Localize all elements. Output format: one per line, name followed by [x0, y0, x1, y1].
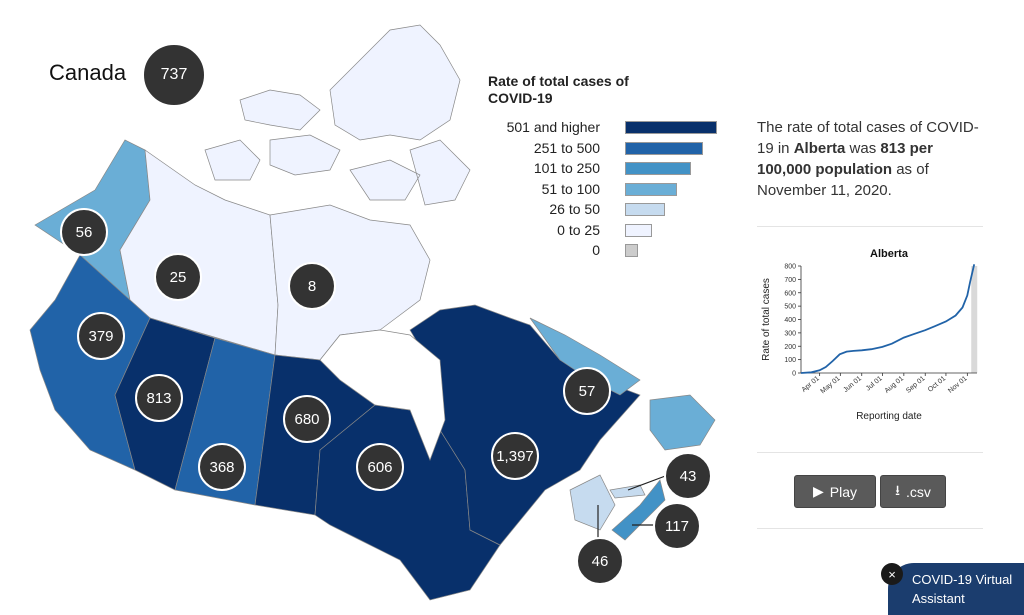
rate-bubble-ON[interactable]: 606 [356, 443, 404, 491]
rate-bubble-NT[interactable]: 25 [154, 253, 202, 301]
legend-item: 101 to 250 [488, 159, 728, 179]
rate-bubble-NU[interactable]: 8 [288, 262, 336, 310]
rate-bubble-AB[interactable]: 813 [135, 374, 183, 422]
y-tick-label: 600 [784, 290, 796, 297]
rate-bubble-NS[interactable]: 117 [653, 502, 701, 550]
region-PE[interactable] [609, 484, 646, 499]
rate-bubble-YT[interactable]: 56 [60, 208, 108, 256]
y-tick-label: 400 [784, 317, 796, 324]
x-tick-label: Apr 01 [801, 375, 821, 394]
info-rate: 813 [880, 140, 906, 157]
legend-swatch [625, 141, 704, 155]
play-icon: ▶ [812, 483, 824, 499]
rate-bubble-QC[interactable]: 1,397 [491, 432, 539, 480]
x-tick-label: Jul 01 [865, 375, 884, 392]
legend-label: 0 [592, 242, 600, 258]
legend-swatch [625, 244, 638, 257]
x-axis-label: Reporting date [856, 411, 922, 422]
legend-title: Rate of total cases of COVID-19 [488, 73, 629, 106]
legend-label: 26 to 50 [549, 201, 600, 217]
y-tick-label: 500 [784, 304, 796, 311]
csv-label: .csv [906, 483, 931, 500]
legend-label: 51 to 100 [541, 180, 600, 197]
legend-swatch [625, 223, 652, 237]
leader-PE [627, 474, 669, 491]
y-tick-label: 700 [784, 277, 796, 284]
legend-swatch [625, 162, 692, 175]
province-trend-chart: Alberta 0 100 200 300 400 500 600 700 800 Apr 01Ma… [761, 248, 978, 422]
legend-label: 101 to 250 [533, 160, 600, 176]
legend-item: 0 [488, 241, 728, 261]
divider [757, 452, 983, 453]
x-tick-label: Oct 01 [927, 375, 947, 394]
y-tick-label: 200 [784, 344, 796, 351]
assistant-label: COVID-19 Virtual Assistant [912, 572, 1013, 606]
map-title: Canada [49, 60, 127, 85]
info-prefix: The rate of total cases of COVID-19 in [757, 119, 979, 157]
info-mid: was [845, 140, 881, 157]
download-icon: ⭳ [895, 481, 900, 498]
y-axis-label: Rate of total cases [761, 278, 772, 361]
region-NB[interactable] [569, 474, 616, 531]
series-line [800, 264, 976, 374]
play-button[interactable]: ▶ Play [794, 475, 876, 508]
x-tick-label: Jun 01 [842, 375, 863, 394]
region-NU[interactable] [269, 204, 431, 361]
hudson-bay [319, 329, 446, 461]
x-tick-label: Nov 01 [947, 375, 969, 395]
legend-item: 0 to 25 [488, 221, 728, 241]
legend-label: 251 to 500 [533, 139, 600, 156]
info-text: The rate of total cases of COVID-19 in A… [757, 117, 987, 201]
legend-item: 251 to 500 [488, 139, 728, 159]
legend-item: 26 to 50 [488, 200, 728, 220]
close-icon[interactable]: × [881, 563, 903, 585]
region-BC[interactable] [29, 254, 151, 471]
region-NS[interactable] [611, 479, 666, 541]
rate-bubble-SK[interactable]: 368 [198, 443, 246, 491]
legend-swatch [625, 121, 717, 134]
virtual-assistant-widget[interactable]: × COVID-19 Virtual Assistant [881, 563, 1024, 615]
info-rate-suffix: per 100,000 population [757, 140, 933, 178]
play-label: Play [829, 483, 857, 500]
info-province: Alberta [793, 140, 846, 157]
x-tick-label: Aug 01 [884, 375, 906, 395]
legend-swatch [625, 182, 678, 196]
legend-swatch [625, 203, 665, 216]
y-tick-label: 0 [792, 371, 796, 378]
legend: Rate of total cases of COVID-19 501 and … [488, 73, 728, 258]
highlight-band [971, 266, 978, 373]
info-suffix: as of November 11, 2020. [757, 161, 929, 199]
region-NU-islands[interactable] [204, 24, 471, 206]
divider [757, 528, 983, 529]
y-tick-label: 800 [784, 264, 796, 271]
region-QC[interactable] [409, 304, 641, 546]
x-tick-label: May 01 [820, 375, 842, 395]
national-rate-bubble: 737 [142, 43, 206, 107]
download-csv-button[interactable]: ⭳ .csv [880, 475, 946, 508]
rate-bubble-NL[interactable]: 57 [563, 367, 611, 415]
legend-item: 51 to 100 [488, 180, 728, 200]
y-tick-label: 300 [784, 330, 796, 337]
rate-bubble-BC[interactable]: 379 [77, 312, 125, 360]
legend-label: 501 and higher [506, 119, 600, 135]
region-NL[interactable] [529, 317, 716, 451]
divider [757, 226, 983, 227]
chart-title: Alberta [870, 248, 909, 260]
legend-label: 0 to 25 [557, 221, 600, 238]
rate-bubble-NB[interactable]: 46 [576, 537, 624, 585]
legend-item: 501 and higher [488, 118, 728, 138]
x-tick-label: Sep 01 [905, 375, 927, 395]
rate-bubble-MB[interactable]: 680 [283, 395, 331, 443]
rate-bubble-PE[interactable]: 43 [664, 452, 712, 500]
y-tick-label: 100 [784, 357, 796, 364]
